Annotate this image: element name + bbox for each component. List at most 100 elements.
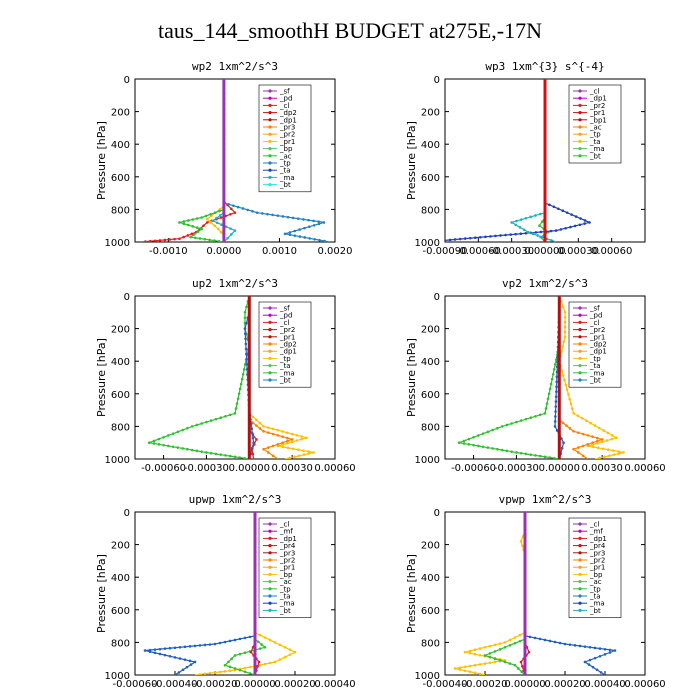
legend-label: _bt bbox=[279, 181, 291, 189]
legend-box bbox=[258, 301, 312, 388]
data-point bbox=[213, 239, 216, 242]
data-point bbox=[561, 209, 565, 213]
data-point bbox=[560, 350, 563, 353]
legend-marker bbox=[268, 320, 272, 324]
chart-title: wp2 1xm^2/s^3 bbox=[192, 60, 278, 73]
data-point bbox=[529, 453, 533, 456]
legend-label: _pr3 bbox=[279, 124, 295, 132]
data-point bbox=[252, 441, 255, 444]
data-point bbox=[596, 446, 600, 450]
data-point bbox=[163, 647, 167, 650]
data-point bbox=[186, 234, 190, 237]
x-tick-label: 0.00000 bbox=[234, 679, 275, 690]
data-point bbox=[598, 647, 602, 650]
data-point bbox=[286, 446, 290, 450]
y-tick-label: 1000 bbox=[415, 671, 440, 682]
legend-marker bbox=[268, 168, 272, 172]
data-point bbox=[168, 654, 172, 658]
data-point bbox=[168, 646, 172, 650]
legend-marker bbox=[268, 565, 272, 569]
x-tick-label: 0.0020 bbox=[318, 246, 353, 257]
y-tick-label: 600 bbox=[111, 173, 130, 184]
data-point bbox=[181, 428, 184, 432]
data-point bbox=[205, 217, 209, 221]
data-point bbox=[262, 447, 265, 451]
data-point bbox=[214, 417, 218, 421]
data-point bbox=[241, 372, 245, 376]
data-point bbox=[243, 666, 247, 670]
x-tick-label: -0.0010 bbox=[149, 246, 188, 257]
data-point bbox=[224, 454, 227, 457]
data-point bbox=[208, 643, 212, 646]
data-point bbox=[581, 444, 585, 448]
data-point bbox=[563, 642, 567, 646]
data-point bbox=[243, 332, 247, 335]
data-point bbox=[148, 650, 152, 653]
data-point bbox=[517, 667, 520, 670]
data-point bbox=[182, 235, 185, 239]
data-point bbox=[519, 660, 523, 664]
data-point bbox=[563, 330, 567, 334]
data-point bbox=[478, 653, 482, 657]
data-point bbox=[233, 229, 237, 232]
legend-marker bbox=[268, 529, 272, 533]
data-point bbox=[273, 660, 277, 664]
data-point bbox=[152, 439, 156, 443]
legend-marker bbox=[578, 118, 582, 122]
data-point bbox=[613, 649, 617, 652]
y-tick-label: 400 bbox=[421, 357, 440, 368]
legend-marker bbox=[268, 154, 272, 158]
data-point bbox=[500, 448, 504, 452]
data-point bbox=[267, 446, 270, 449]
data-point bbox=[577, 446, 580, 449]
legend-label: _ta bbox=[589, 362, 601, 370]
y-tick-label: 0 bbox=[124, 292, 130, 303]
x-tick-label: -0.00030 bbox=[494, 463, 539, 474]
data-point bbox=[463, 650, 467, 654]
data-point bbox=[233, 667, 237, 670]
data-point bbox=[474, 236, 477, 240]
legend-label: _dp2 bbox=[279, 109, 297, 117]
data-point bbox=[214, 452, 218, 456]
data-point bbox=[200, 227, 203, 231]
data-point bbox=[286, 431, 289, 435]
data-point bbox=[510, 221, 513, 224]
legend-marker bbox=[578, 89, 582, 93]
legend-marker bbox=[578, 320, 582, 324]
x-tick-label: -0.00060 bbox=[456, 246, 501, 257]
legend-label: _ma bbox=[589, 600, 605, 608]
data-point bbox=[462, 439, 466, 443]
legend-marker bbox=[268, 335, 272, 339]
data-point bbox=[591, 445, 595, 449]
data-point bbox=[302, 449, 305, 452]
data-point bbox=[219, 453, 223, 456]
data-point bbox=[458, 237, 462, 241]
x-tick-label: 0.00000 bbox=[504, 679, 545, 690]
data-point bbox=[308, 237, 311, 240]
legend-marker bbox=[268, 328, 272, 332]
data-point bbox=[453, 667, 457, 670]
data-point bbox=[209, 212, 212, 216]
legend-label: _pr1 bbox=[589, 333, 605, 341]
data-point bbox=[307, 452, 311, 455]
data-point bbox=[245, 362, 249, 366]
y-axis-label: Pressure [hPa] bbox=[405, 338, 418, 417]
data-point bbox=[152, 442, 156, 445]
data-point bbox=[143, 649, 147, 652]
data-point bbox=[251, 209, 254, 213]
data-point bbox=[503, 641, 507, 644]
data-point bbox=[249, 650, 253, 654]
data-point bbox=[296, 448, 300, 451]
data-point bbox=[243, 316, 247, 320]
data-point bbox=[483, 645, 487, 649]
data-point bbox=[177, 671, 181, 674]
data-point bbox=[521, 665, 524, 668]
data-point bbox=[617, 452, 621, 455]
data-point bbox=[577, 451, 580, 454]
data-point bbox=[478, 672, 482, 675]
data-point bbox=[233, 455, 237, 459]
data-point bbox=[233, 654, 237, 657]
legend-marker bbox=[268, 356, 272, 360]
legend-marker bbox=[578, 378, 582, 382]
data-point bbox=[553, 456, 556, 459]
